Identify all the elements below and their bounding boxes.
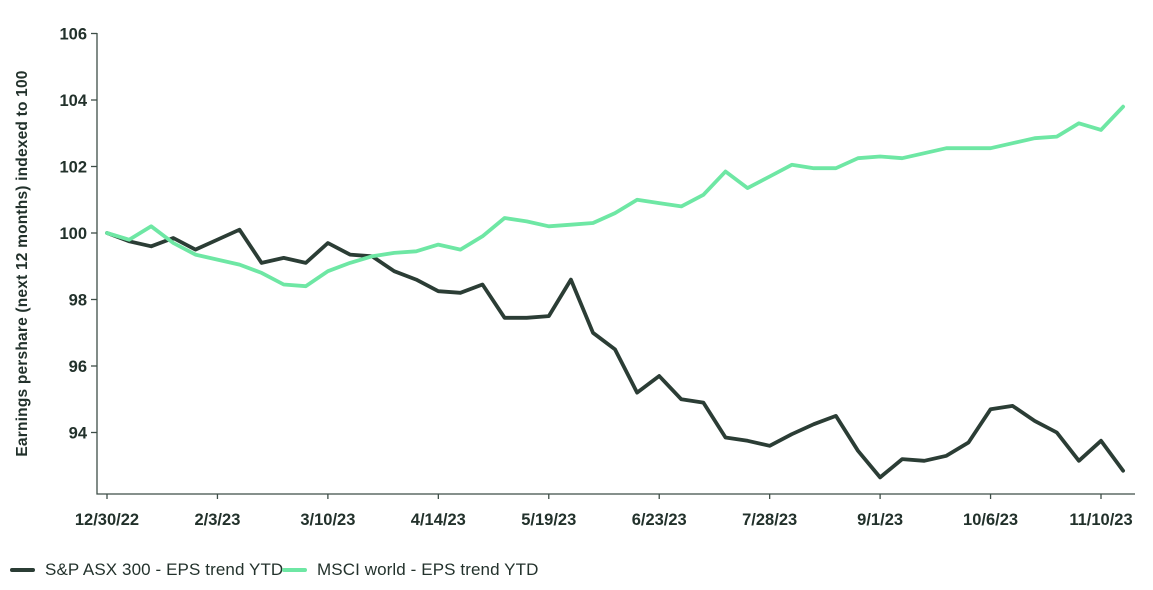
y-tick-label: 104 xyxy=(59,92,87,110)
y-tick-label: 106 xyxy=(59,26,87,44)
x-tick-label: 7/28/23 xyxy=(742,511,797,529)
y-axis-title: Earnings pershare (next 12 months) index… xyxy=(14,70,31,456)
legend-item-asx: S&P ASX 300 - EPS trend YTD xyxy=(10,556,283,584)
legend-line-msci-icon xyxy=(282,568,307,572)
y-tick-label: 98 xyxy=(69,292,87,310)
series-line-asx xyxy=(105,227,1125,480)
legend-label-msci: MSCI world - EPS trend YTD xyxy=(317,560,539,579)
axes xyxy=(96,33,1135,495)
eps-trend-line-chart: 94 96 98 100 102 104 106 12/30/22 2/3/23 3/10/23 4… xyxy=(14,26,1135,529)
x-axis-ticks: 12/30/22 2/3/23 3/10/23 4/14/23 5/19/23 6/23/… xyxy=(75,494,1133,529)
legend-item-msci: MSCI world - EPS trend YTD xyxy=(282,556,538,584)
x-tick-label: 11/10/23 xyxy=(1069,511,1132,529)
y-tick-label: 94 xyxy=(69,425,88,443)
chart-legend: S&P ASX 300 - EPS trend YTD MSCI world -… xyxy=(0,556,1153,584)
x-tick-label: 5/19/23 xyxy=(521,511,576,529)
x-tick-label: 6/23/23 xyxy=(632,511,687,529)
x-tick-label: 9/1/23 xyxy=(857,511,903,529)
y-tick-label: 102 xyxy=(59,159,87,177)
x-tick-label: 3/10/23 xyxy=(300,511,355,529)
legend-line-asx-icon xyxy=(10,568,35,572)
y-axis-ticks: 94 96 98 100 102 104 106 xyxy=(59,26,97,443)
x-tick-label: 4/14/23 xyxy=(411,511,466,529)
y-tick-label: 100 xyxy=(59,225,87,243)
x-tick-label: 2/3/23 xyxy=(195,511,241,529)
x-tick-label: 12/30/22 xyxy=(75,511,139,529)
legend-label-asx: S&P ASX 300 - EPS trend YTD xyxy=(45,560,284,579)
series-line-msci xyxy=(105,104,1125,289)
y-tick-label: 96 xyxy=(69,358,87,376)
x-tick-label: 10/6/23 xyxy=(963,511,1018,529)
